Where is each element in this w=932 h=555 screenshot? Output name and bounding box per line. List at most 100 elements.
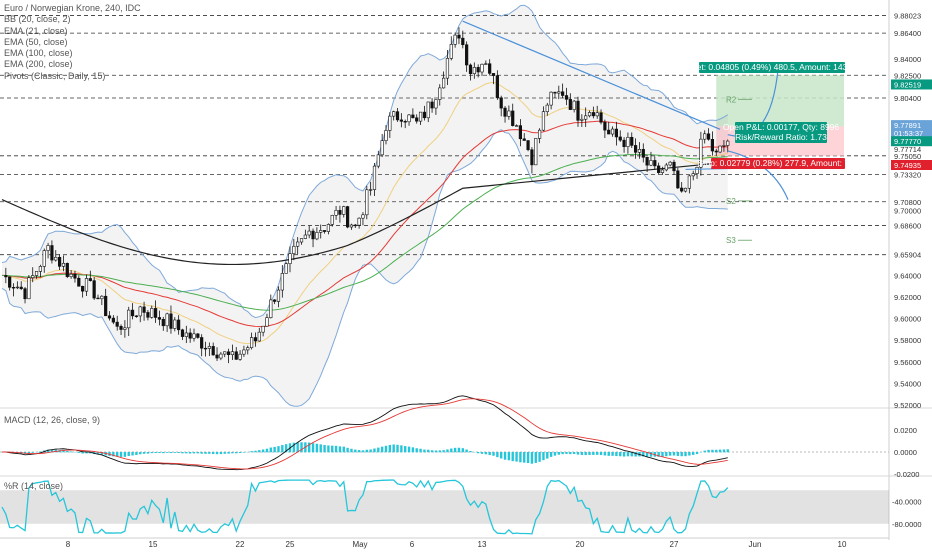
macd-histogram-bar — [719, 450, 721, 453]
macd-histogram-bar — [504, 452, 506, 460]
macd-tick-label: 0.0200 — [894, 426, 917, 435]
candle-body — [485, 64, 488, 65]
macd-histogram-bar — [204, 452, 206, 454]
macd-histogram-bar — [354, 450, 356, 453]
candle-body — [366, 190, 369, 215]
candle-body — [715, 151, 718, 152]
macd-histogram-bar — [243, 452, 245, 453]
macd-histogram-bar — [688, 452, 690, 456]
candle-body — [723, 146, 726, 147]
macd-histogram-bar — [231, 452, 233, 453]
candle-body — [227, 352, 230, 355]
macd-histogram-bar — [600, 452, 602, 455]
candle-body — [212, 346, 215, 355]
candle-body — [534, 138, 537, 164]
candle-body — [719, 146, 722, 152]
legend-ema50[interactable]: EMA (50, close) — [4, 37, 141, 48]
macd-histogram-bar — [634, 452, 636, 457]
macd-histogram-bar — [704, 451, 706, 453]
candle-body — [104, 296, 107, 316]
macd-histogram-bar — [335, 446, 337, 452]
candle-body — [462, 38, 465, 45]
macd-histogram-bar — [561, 452, 563, 454]
symbol-title: Euro / Norwegian Krone, 240, IDC — [4, 3, 141, 14]
candle-body — [243, 350, 246, 354]
candle-body — [181, 330, 184, 337]
macd-histogram-bar — [258, 450, 260, 452]
candle-body — [554, 92, 557, 93]
macd-histogram-bar — [715, 450, 717, 453]
macd-histogram-bar — [358, 450, 360, 452]
price-tick-label: 9.88023 — [894, 12, 921, 21]
candle-body — [581, 119, 584, 120]
macd-histogram-bar — [277, 446, 279, 452]
macd-histogram-bar — [216, 452, 218, 454]
candle-body — [442, 78, 445, 88]
macd-histogram-bar — [592, 452, 594, 455]
macd-histogram-bar — [193, 452, 195, 453]
legend-ema100[interactable]: EMA (100, close) — [4, 48, 141, 59]
legend-pivots[interactable]: Pivots (Classic, Daily, 15) — [4, 71, 141, 82]
candle-body — [177, 320, 180, 330]
macd-histogram-bar — [535, 452, 537, 463]
price-tick-label: 9.56000 — [894, 358, 921, 367]
candle-body — [703, 134, 706, 139]
macd-pane-label[interactable]: MACD (12, 26, close, 9) — [4, 415, 100, 425]
time-tick-label: 25 — [286, 540, 295, 549]
candle-body — [223, 352, 226, 354]
macd-histogram-bar — [665, 452, 667, 456]
candle-body — [112, 318, 115, 322]
macd-histogram-bar — [519, 452, 521, 462]
macd-histogram-bar — [596, 452, 598, 455]
macd-histogram-bar — [81, 452, 83, 453]
macd-histogram-bar — [323, 445, 325, 452]
macd-histogram-bar — [423, 450, 425, 453]
macd-histogram-bar — [496, 452, 498, 457]
candle-body — [650, 160, 653, 165]
candle-body — [646, 157, 649, 165]
legend-ema21[interactable]: EMA (21, close) — [4, 26, 141, 37]
wr-pane-label[interactable]: %R (14, close) — [4, 481, 63, 491]
candle-body — [166, 314, 169, 326]
candle-body — [400, 120, 403, 121]
candle-body — [377, 155, 380, 166]
candle-body — [630, 137, 633, 145]
candle-body — [396, 112, 399, 120]
macd-histogram-bar — [220, 452, 222, 454]
candle-body — [665, 165, 668, 170]
legend-ema200[interactable]: EMA (200, close) — [4, 59, 141, 70]
candle-body — [373, 166, 376, 189]
macd-histogram-bar — [727, 449, 729, 452]
macd-histogram-bar — [208, 452, 210, 454]
candle-body — [634, 145, 637, 152]
candle-body — [473, 67, 476, 73]
price-tick-label: 9.64000 — [894, 271, 921, 280]
candle-body — [707, 134, 710, 140]
candle-body — [323, 230, 326, 231]
price-tick-label: 9.84000 — [894, 55, 921, 64]
macd-histogram-bar — [346, 448, 348, 452]
price-tick-label: 9.86400 — [894, 29, 921, 38]
macd-histogram-bar — [262, 449, 264, 452]
candle-body — [285, 264, 288, 274]
candle-body — [70, 274, 73, 276]
macd-histogram-bar — [339, 446, 341, 452]
time-tick-label: Jun — [749, 540, 762, 549]
candle-body — [135, 316, 138, 317]
candle-body — [54, 257, 57, 260]
candle-body — [696, 167, 699, 173]
candle-body — [392, 112, 395, 116]
pivot-label: R2 — [726, 95, 737, 104]
legend-bb[interactable]: BB (20, close, 2) — [4, 14, 141, 25]
macd-histogram-bar — [78, 452, 80, 453]
candle-body — [281, 273, 284, 290]
stop-badge-text: Stop: 0.02779 (0.28%) 277.9, Amount: 750 — [697, 158, 858, 168]
candle-body — [304, 235, 307, 239]
macd-histogram-bar — [147, 452, 149, 454]
macd-histogram-bar — [158, 452, 160, 453]
macd-histogram-bar — [131, 452, 133, 455]
macd-histogram-bar — [531, 452, 533, 464]
macd-histogram-bar — [320, 444, 322, 452]
macd-histogram-bar — [385, 446, 387, 452]
candle-body — [12, 287, 15, 288]
